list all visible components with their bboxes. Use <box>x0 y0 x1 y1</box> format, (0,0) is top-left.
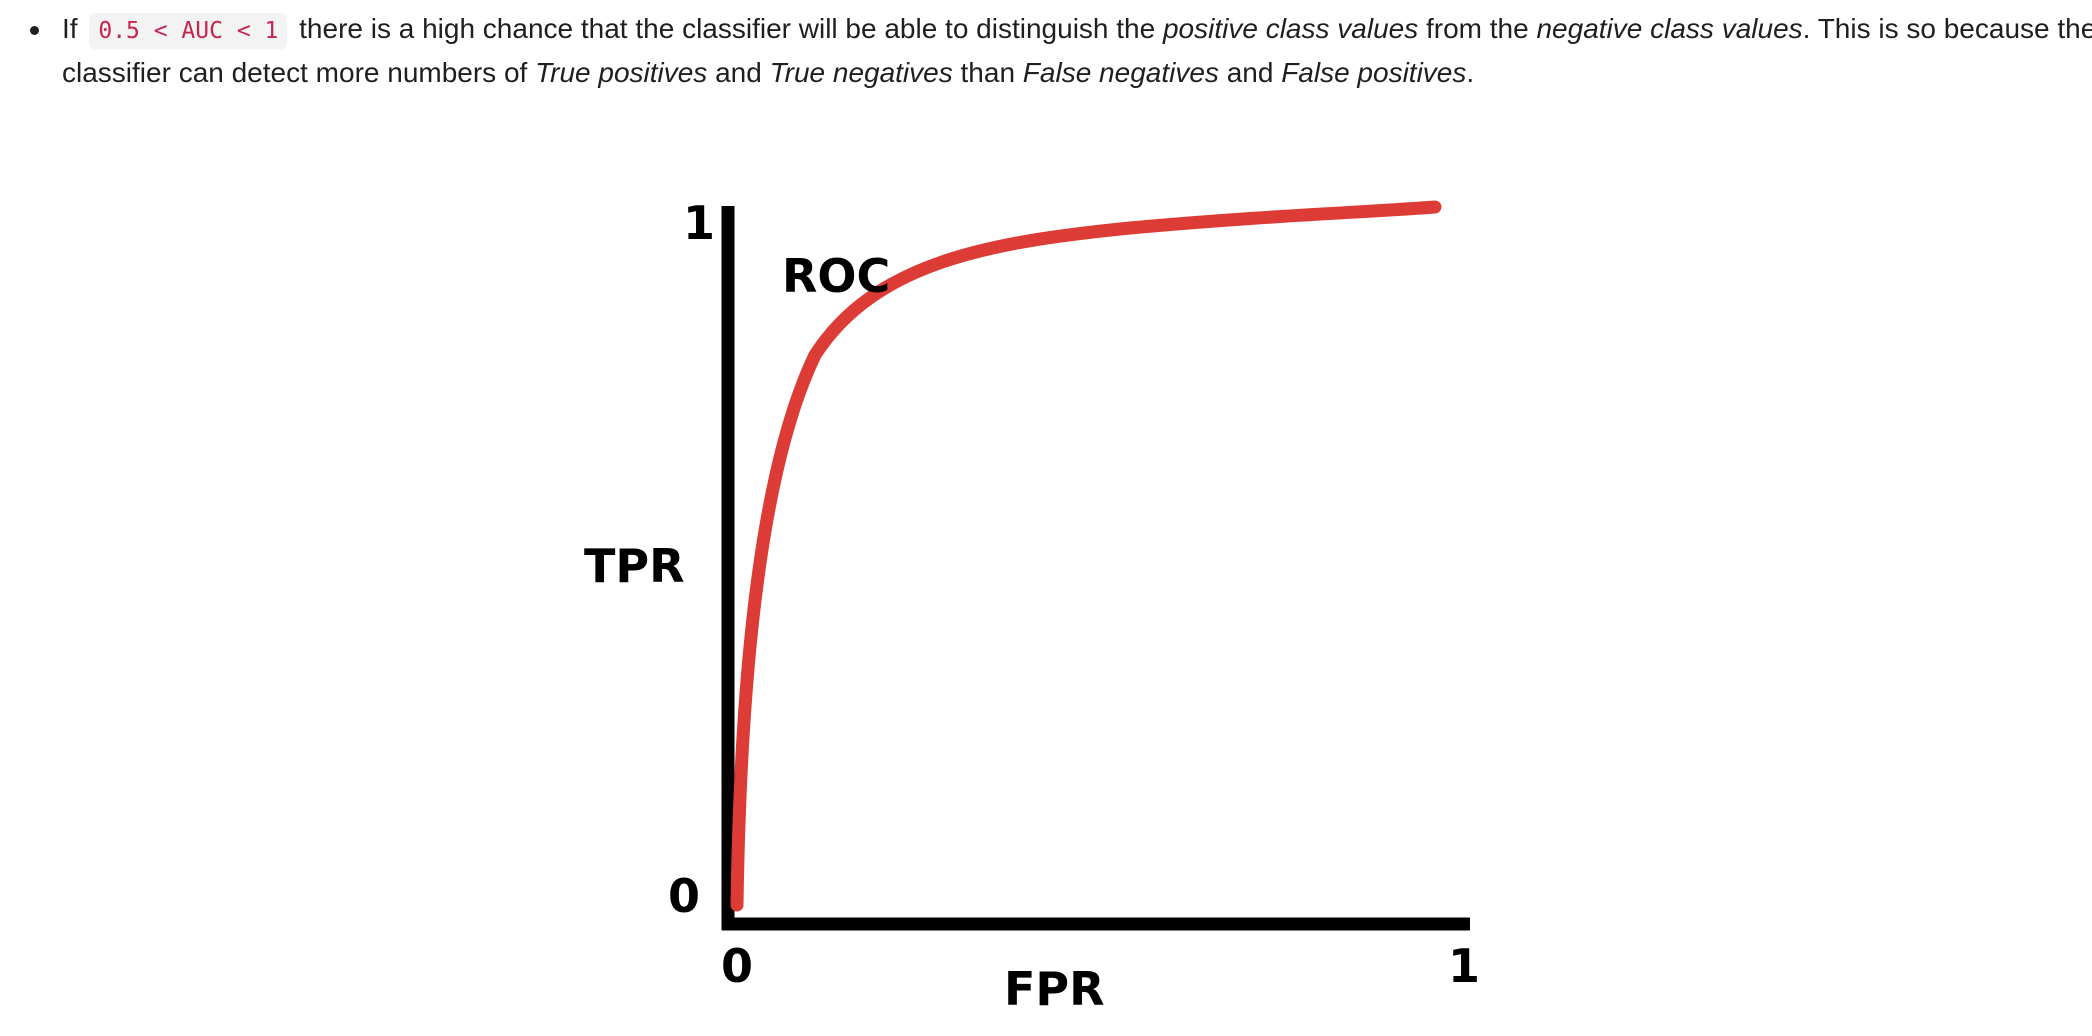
bullet-dot <box>30 26 39 35</box>
bullet-list: If 0.5 < AUC < 1 there is a high chance … <box>0 0 2092 94</box>
text-segment: classifier can detect more numbers of <box>62 57 528 88</box>
y-tick-top: 1 <box>683 196 715 250</box>
auc-inline-code: 0.5 < AUC < 1 <box>89 13 288 49</box>
y-axis-label: TPR <box>584 539 685 593</box>
paragraph-line-2: classifier can detect more numbers of Tr… <box>62 52 2092 94</box>
text-segment: and <box>1226 57 1274 88</box>
emphasis-positive-class: positive class values <box>1162 13 1419 44</box>
roc-curve <box>730 200 1442 912</box>
text-segment: . <box>1466 57 1475 88</box>
x-axis-label: FPR <box>1004 962 1105 1016</box>
text-segment: than <box>960 57 1016 88</box>
roc-diagram: 1 0 0 1 ROC TPR FPR <box>584 196 1480 1016</box>
x-tick-right: 1 <box>1448 939 1480 993</box>
list-item: If 0.5 < AUC < 1 there is a high chance … <box>0 0 2092 94</box>
paragraph-line-1: If 0.5 < AUC < 1 there is a high chance … <box>62 8 2092 52</box>
emphasis-true-negatives: True negatives <box>769 57 953 88</box>
emphasis-negative-class: negative class values <box>1536 13 1803 44</box>
y-tick-bottom: 0 <box>668 869 700 923</box>
emphasis-true-positives: True positives <box>535 57 708 88</box>
if-word: If <box>62 13 78 44</box>
roc-curve-label: ROC <box>782 249 890 303</box>
x-tick-left: 0 <box>721 939 753 993</box>
emphasis-false-negatives: False negatives <box>1022 57 1219 88</box>
text-segment: there is a high chance that the classifi… <box>299 13 1156 44</box>
roc-figure: 1 0 0 1 ROC TPR FPR <box>570 190 1490 1030</box>
text-segment: . This is so because the <box>1802 13 2092 44</box>
emphasis-false-positives: False positives <box>1281 57 1467 88</box>
text-segment: and <box>715 57 762 88</box>
text-segment: from the <box>1426 13 1529 44</box>
